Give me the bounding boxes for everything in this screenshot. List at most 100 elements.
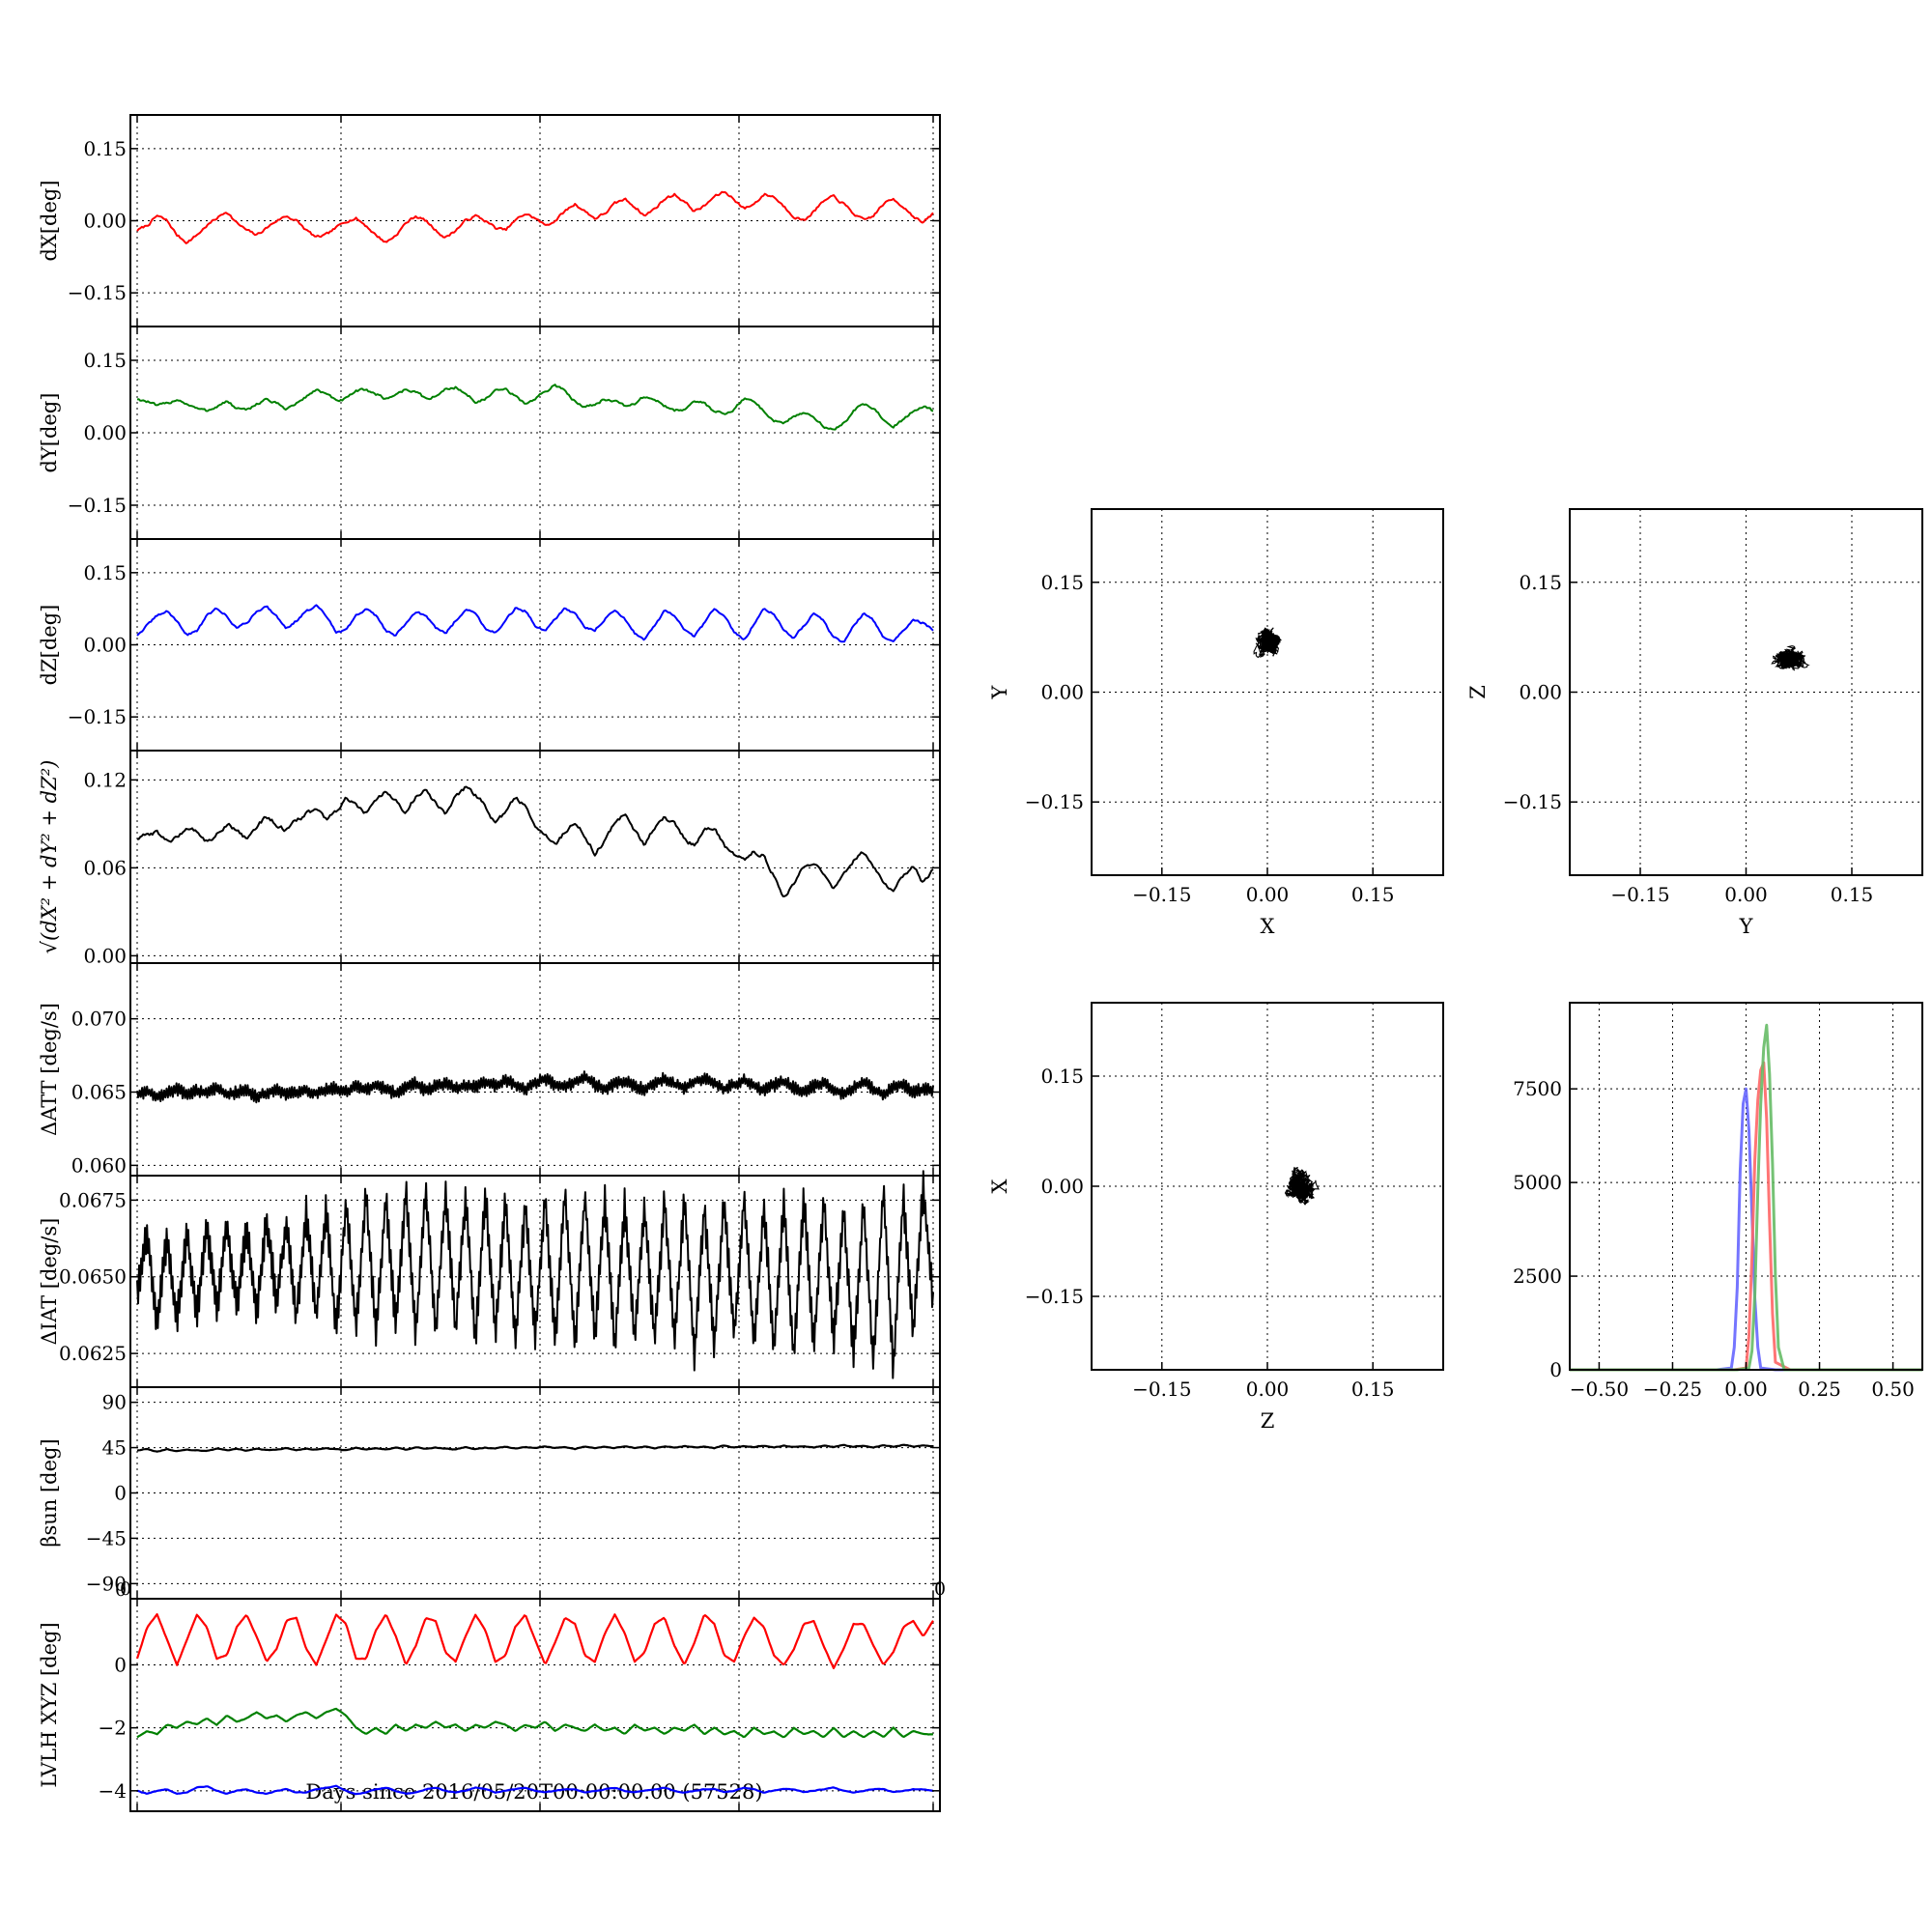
hist-xtick-label: 0.50 [1871,1378,1915,1401]
dx-ylabel: dX[deg] [38,180,61,261]
dz-ytick-label: 0.00 [83,634,127,657]
dz-ylabel: dZ[deg] [38,605,61,686]
histogram-panel: −0.50 −0.25 0.00 0.25 0.50 0 2500 5000 7500 [1513,1002,1923,1401]
dz-series-0 [136,604,934,643]
xy-ytick-label: 0.00 [1040,681,1084,704]
dx-panel: 0.15 0.00 −0.15 dX[deg] [38,114,941,327]
dx-frame [129,114,941,327]
zx-ytick-label: 0.15 [1040,1065,1084,1088]
hist-xtick-label: 0.00 [1724,1378,1768,1401]
lvlh-ytick-label: −4 [99,1779,127,1803]
dx-series-0 [136,190,934,244]
zx-xtick-label: 0.15 [1351,1378,1395,1401]
datt-ytick-label: 0.060 [71,1153,127,1177]
zx-ytick-label: 0.00 [1040,1175,1084,1198]
xy-scatter-panel: −0.15 0.15 0.00 0.00 0.15 −0.15 X Y [988,508,1444,938]
beta-ytick-label: −90 [86,1572,127,1595]
diat-ytick-label: 0.0675 [59,1188,127,1211]
lvlh-ylabel: LVLH XYZ [deg] [38,1622,61,1787]
hist-ytick-label: 7500 [1513,1077,1562,1100]
hist-series-2 [1570,1023,1922,1372]
dz-panel: 0.15 0.00 −0.15 dZ[deg] [38,538,941,752]
xy-trajectory [1253,627,1282,659]
zx-trajectory [1284,1166,1320,1206]
lvlh-series-1 [136,1707,934,1739]
lvlh-series-2 [136,1784,934,1796]
xy-ylabel: Y [988,684,1011,699]
yz-xtick-label: 0.15 [1831,883,1874,906]
mag-series-0 [137,785,934,897]
diat-ytick-label: 0.0625 [59,1342,127,1365]
dy-series-0 [136,384,934,431]
diat-series-0 [136,1170,934,1379]
stray-tick-left: 0 [120,1578,131,1600]
yz-ylabel: Z [1466,685,1490,699]
stray-tick-upper: 0 [115,1579,127,1601]
xy-ytick-label: −0.15 [1025,790,1084,813]
beta-ytick-label: 0 [114,1482,127,1505]
dx-ytick-label: 0.15 [83,137,127,160]
xy-xlabel: X [1261,915,1275,938]
dx-ytick-label: 0.00 [83,210,127,233]
beta-ytick-label: 90 [102,1391,127,1414]
zx-xtick-label: −0.15 [1132,1378,1191,1401]
datt-ytick-label: 0.065 [71,1081,127,1104]
hist-series-0 [1570,1087,1922,1372]
lvlh-frame [129,1598,941,1812]
beta-ylabel: βsun [deg] [38,1438,61,1547]
mag-panel: 0.12 0.06 0.00 √(dX² + dY² + dZ²) [38,750,941,967]
mag-frame [129,750,941,964]
yz-ytick-label: 0.00 [1519,681,1562,704]
xy-xtick-label: −0.15 [1132,883,1191,906]
dz-frame [129,538,941,752]
dy-ytick-label: −0.15 [68,494,127,517]
mag-ylabel: √(dX² + dY² + dZ²) [38,760,61,954]
dz-ytick-label: −0.15 [68,705,127,728]
hist-xtick-label: −0.50 [1570,1378,1629,1401]
zx-xlabel: Z [1261,1409,1275,1433]
mag-ytick-label: 0.12 [83,768,127,791]
datt-ylabel: ΔATT [deg/s] [38,1003,61,1136]
hist-ytick-label: 0 [1549,1358,1562,1381]
dy-ytick-label: 0.15 [83,349,127,372]
yz-xtick-label: −0.15 [1610,883,1669,906]
yz-trajectory [1771,645,1810,671]
xy-xtick-label: 0.00 [1246,883,1290,906]
hist-frame [1569,1002,1923,1371]
mag-ytick-label: 0.00 [83,944,127,967]
dy-frame [129,326,941,540]
beta-ytick-label: −45 [86,1526,127,1549]
dx-ytick-label: −0.15 [68,281,127,304]
yz-scatter-panel: −0.15 0.15 0.00 0.00 0.15 −0.15 Y Z [1466,508,1923,938]
datt-series-0 [136,1070,934,1104]
hist-ytick-label: 2500 [1513,1264,1562,1288]
dy-ylabel: dY[deg] [38,392,61,472]
beta-panel: 90 45 0 −45 −90 βsun [deg] [38,1386,941,1600]
hist-series-1 [1570,1061,1922,1372]
dy-panel: 0.15 0.00 −0.15 dY[deg] [38,326,941,540]
datt-panel: 0.070 0.065 0.060 ΔATT [deg/s] [38,962,941,1177]
hist-ytick-label: 5000 [1513,1171,1562,1194]
beta-series-0 [136,1443,933,1453]
zx-xtick-label: 0.00 [1246,1378,1290,1401]
hist-xtick-label: −0.25 [1643,1378,1702,1401]
datt-frame [129,962,941,1177]
dy-ytick-label: 0.00 [83,421,127,444]
hist-xtick-label: 0.25 [1798,1378,1841,1401]
xy-ytick-label: 0.15 [1040,571,1084,594]
zx-ylabel: X [988,1179,1011,1193]
diat-ytick-label: 0.0650 [59,1265,127,1289]
lvlh-ytick-label: −2 [99,1717,127,1740]
datt-ytick-label: 0.070 [71,1008,127,1031]
zx-ytick-label: −0.15 [1025,1285,1084,1308]
lvlh-ytick-label: 0 [114,1653,127,1676]
yz-ytick-label: −0.15 [1503,790,1562,813]
beta-ytick-label: 45 [102,1436,127,1460]
lvlh-panel: 0 −2 −4 LVLH XYZ [deg] [38,1598,941,1812]
yz-xlabel: Y [1739,915,1754,938]
zx-scatter-panel: −0.15 0.15 0.00 0.00 0.15 −0.15 Z X [988,1002,1444,1433]
xy-xtick-label: 0.15 [1351,883,1395,906]
beta-frame [129,1386,941,1600]
